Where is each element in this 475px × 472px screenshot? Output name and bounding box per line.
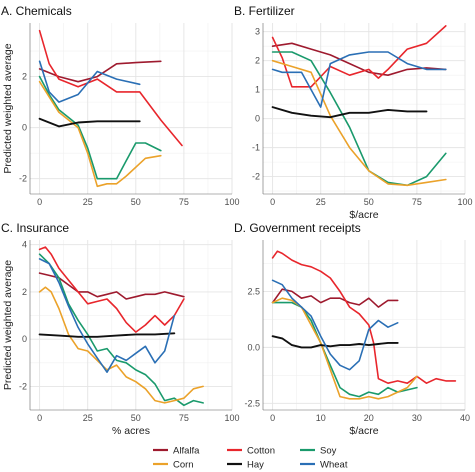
x-tick-label: 50	[364, 197, 374, 207]
series-line-hay	[271, 106, 428, 119]
panel-c-insurance: C. Insurance 0 25 50 75 100 -2 0 2 4 % acres Predic…	[1, 221, 240, 437]
y-tick-label: 0	[255, 114, 260, 124]
y-tick-label: 0	[22, 123, 27, 133]
series-line-cotton	[271, 25, 447, 88]
legend-label: Soy	[320, 446, 337, 457]
legend-label: Corn	[173, 460, 194, 471]
legend-label: Wheat	[320, 460, 348, 471]
series-line-cotton	[38, 29, 183, 147]
y-tick-label: 0.0	[247, 342, 260, 352]
x-tick-label: 25	[316, 197, 326, 207]
y-tick-label: 3	[255, 27, 260, 37]
x-tick-label: 100	[224, 197, 239, 207]
series-line-soy	[271, 51, 447, 187]
x-tick-label: 100	[457, 197, 472, 207]
legend-item-soy: Soy	[300, 446, 337, 457]
series-line-cotton	[38, 246, 185, 333]
x-axis-title: $/acre	[349, 425, 378, 437]
series-line-wheat	[38, 258, 176, 374]
y-tick-label: -2	[19, 381, 27, 391]
series-line-soy	[271, 301, 418, 398]
x-tick-label: 25	[83, 413, 93, 423]
x-tick-label: 0	[270, 413, 275, 423]
series-line-corn	[38, 286, 204, 404]
x-tick-label: 100	[224, 413, 239, 423]
series-line-soy	[38, 253, 204, 407]
panel-b-fertilizer: B. Fertilizer 0 25 50 75 100 -2 -1 0 1 2 3 $/acre	[234, 4, 473, 221]
series-line-wheat	[271, 279, 399, 371]
legend-label: Hay	[247, 460, 264, 471]
series-line-corn	[38, 80, 162, 188]
x-tick-label: 50	[131, 197, 141, 207]
y-axis-title: Predicted weighted average	[2, 43, 14, 173]
x-tick-label: 0	[37, 413, 42, 423]
y-tick-label: 2.5	[247, 286, 260, 296]
x-tick-label: 75	[179, 197, 189, 207]
legend-item-cotton: Cotton	[227, 446, 275, 457]
y-tick-label: 1	[255, 85, 260, 95]
series-line-alfalfa	[271, 42, 447, 76]
y-tick-label: 2	[22, 287, 27, 297]
x-tick-label: 75	[179, 413, 189, 423]
x-tick-label: 40	[460, 413, 470, 423]
y-tick-label: 2	[255, 56, 260, 66]
panel-title: B. Fertilizer	[234, 4, 295, 18]
series-line-soy	[38, 75, 162, 180]
x-tick-label: 0	[270, 197, 275, 207]
x-tick-label: 75	[412, 197, 422, 207]
x-tick-label: 10	[316, 413, 326, 423]
legend: Alfalfa Cotton Soy Corn Hay Wheat	[153, 446, 348, 471]
series-line-alfalfa	[271, 288, 399, 308]
x-tick-label: 20	[364, 413, 374, 423]
series-line-hay	[38, 117, 141, 128]
series-line-wheat	[38, 60, 141, 103]
x-tick-label: 25	[83, 197, 93, 207]
y-tick-label: -1	[252, 143, 260, 153]
series-line-corn	[271, 59, 447, 187]
y-tick-label: 2	[22, 72, 27, 82]
series-line-alfalfa	[38, 60, 162, 83]
legend-item-alfalfa: Alfalfa	[153, 446, 200, 457]
y-axis-title: Predicted weighted average	[2, 260, 14, 390]
series-line-hay	[271, 335, 399, 349]
legend-item-hay: Hay	[227, 460, 264, 471]
legend-item-corn: Corn	[153, 460, 194, 471]
series-line-cotton	[271, 250, 457, 385]
legend-label: Cotton	[247, 446, 275, 457]
panel-title: D. Government receipts	[234, 221, 361, 235]
y-tick-label: 4	[22, 240, 27, 250]
x-axis-title: % acres	[112, 425, 150, 437]
x-axis-title: $/acre	[349, 209, 378, 221]
y-tick-label: 0	[22, 334, 27, 344]
y-tick-label: -2	[19, 174, 27, 184]
series-line-alfalfa	[38, 272, 185, 300]
y-tick-label: -2	[252, 172, 260, 182]
panel-d-government-receipts: D. Government receipts 0 10 20 30 40 -2.5 0.0 2.…	[234, 221, 470, 437]
legend-label: Alfalfa	[173, 446, 200, 457]
legend-item-wheat: Wheat	[300, 460, 348, 471]
y-tick-label: -2.5	[244, 398, 260, 408]
panel-a-chemicals: A. Chemicals 0 25 50 75 100 -2 0 2 Predicted weig…	[1, 4, 240, 207]
series-line-corn	[271, 297, 418, 400]
panel-title: C. Insurance	[1, 221, 69, 235]
x-tick-label: 0	[37, 197, 42, 207]
x-tick-label: 30	[412, 413, 422, 423]
series-line-hay	[38, 332, 176, 338]
series-line-wheat	[271, 51, 447, 108]
x-tick-label: 50	[131, 413, 141, 423]
panel-title: A. Chemicals	[1, 4, 72, 18]
